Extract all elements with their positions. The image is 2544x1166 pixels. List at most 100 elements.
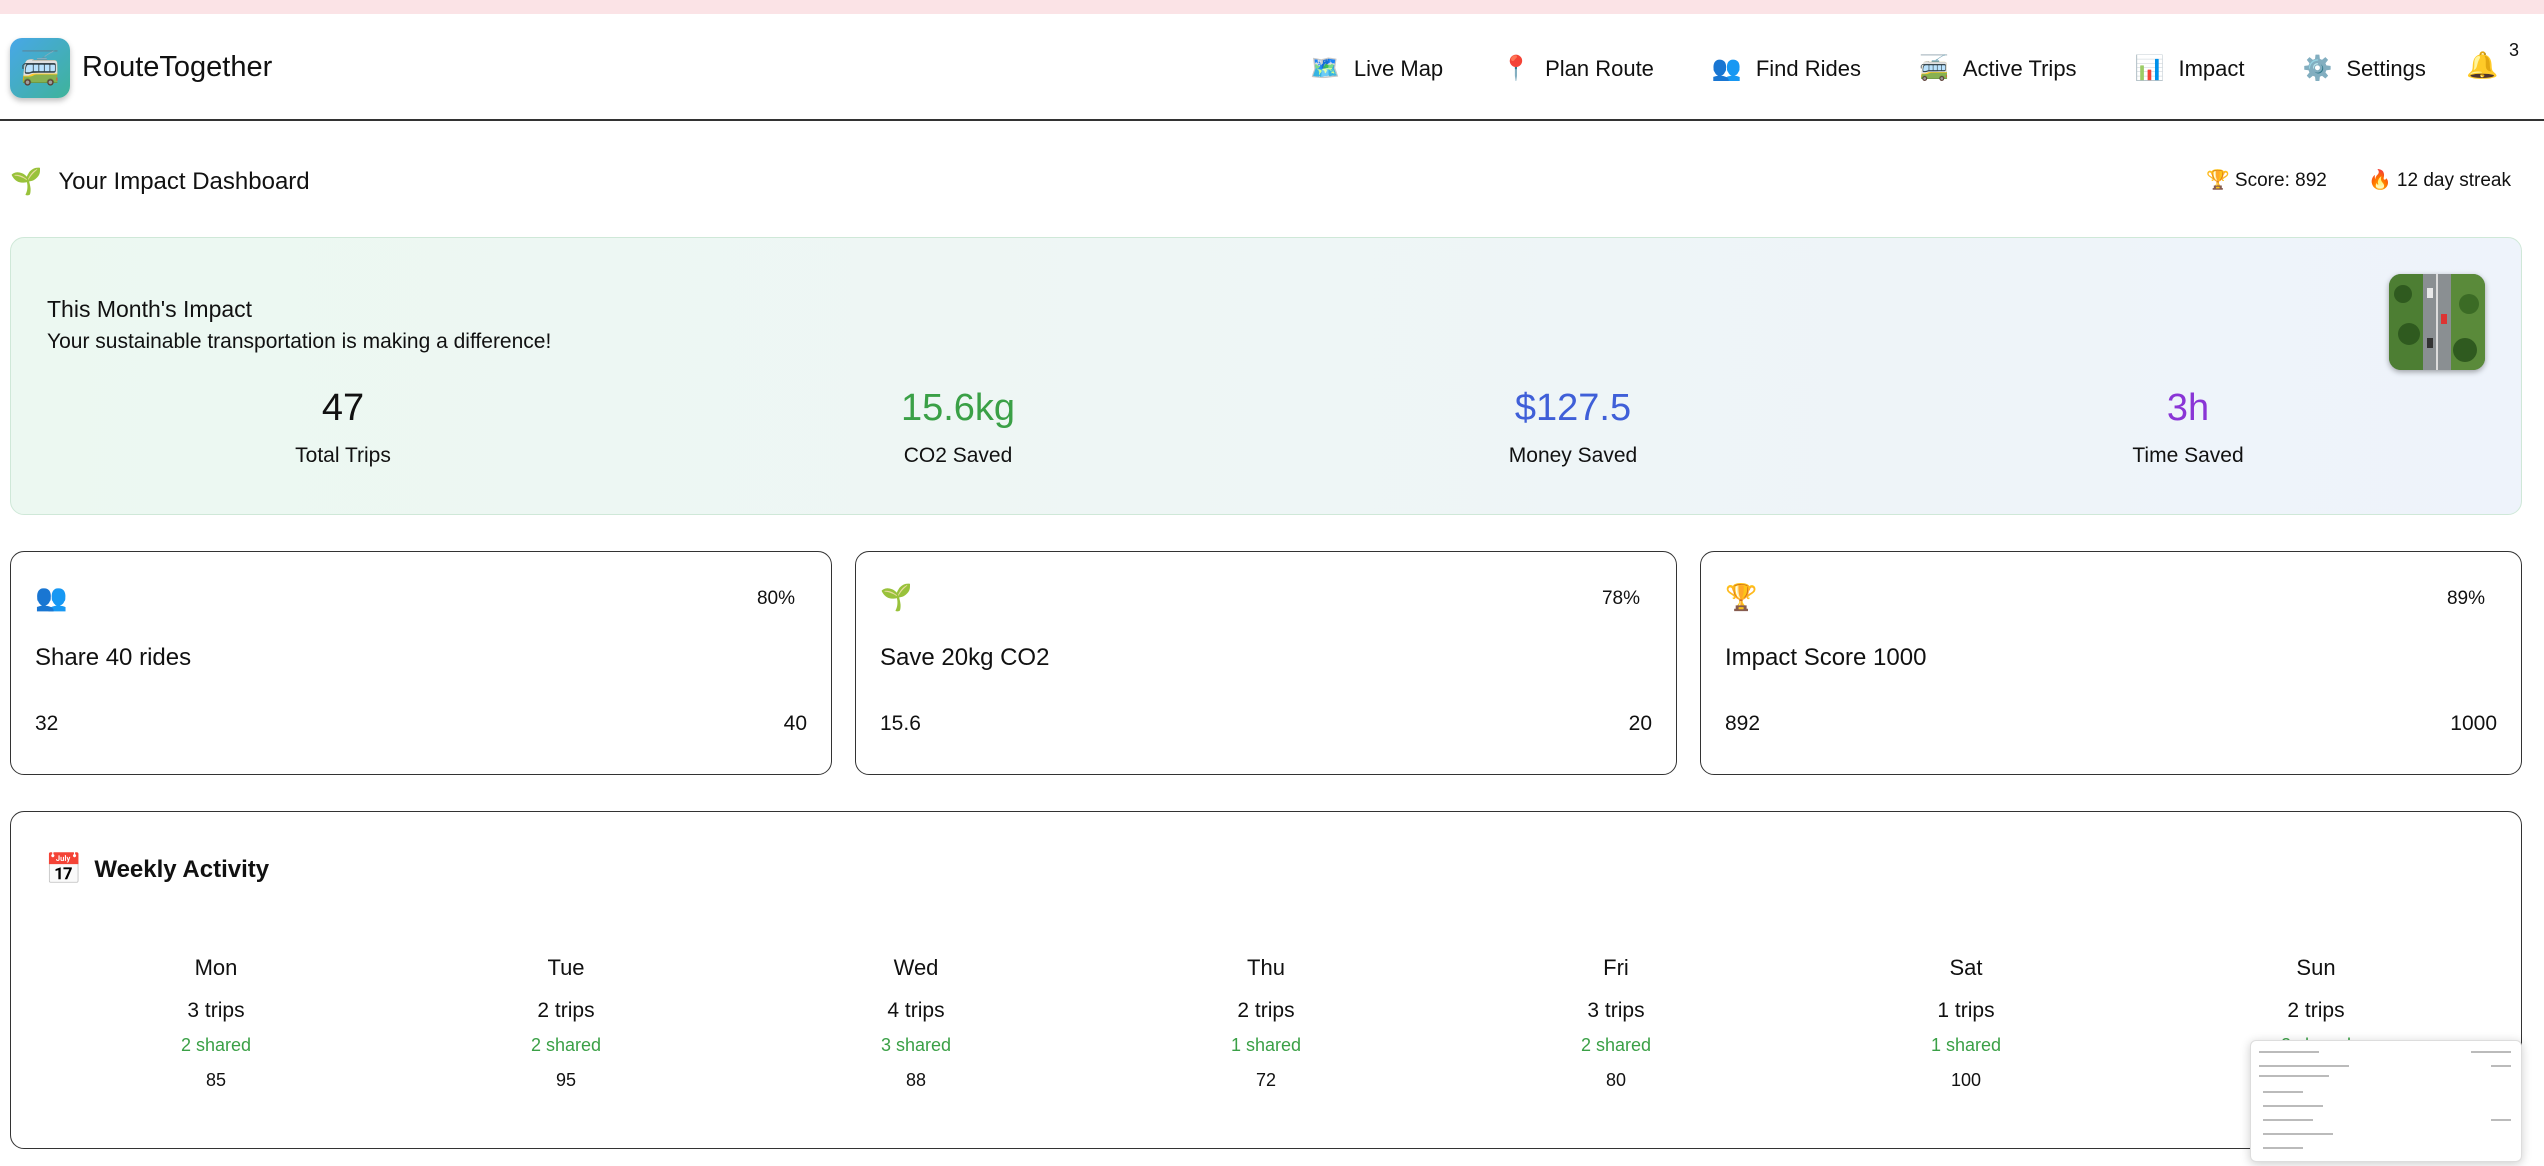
day-shared: 1 shared [1230,1035,1302,1055]
bus-icon: 🚎 [20,50,60,86]
stat-value: $127.5 [1514,387,1632,429]
goal-percent: 80% [756,588,795,609]
stat-label: CO2 Saved [903,443,1013,467]
nav-settings[interactable]: ⚙️ Settings [2302,54,2425,83]
nav-label: Find Rides [1755,55,1861,81]
stat-value: 3h [2166,387,2210,429]
goal-card-share-rides[interactable]: 👥 80% Share 40 rides 32 40 [10,551,832,775]
goal-target: 40 [783,712,807,735]
app-logo[interactable]: 🚎 [10,38,70,98]
day-trips: 3 trips [187,999,245,1022]
day-score: 95 [555,1070,577,1090]
screenshot-preview-thumbnail[interactable] [2250,1040,2522,1162]
day-column-tue: Tue 2 trips 2 shared 95 [446,955,686,1091]
stat-label: Money Saved [1508,443,1638,467]
weekly-activity-title: 📅 Weekly Activity [45,852,269,887]
stat-label: Time Saved [2132,443,2244,467]
goal-percent: 78% [1601,588,1640,609]
day-trips: 2 trips [537,999,595,1022]
day-column-fri: Fri 3 trips 2 shared 80 [1496,955,1736,1091]
stat-time-saved: 3h Time Saved [2038,387,2338,468]
goal-target: 1000 [2450,712,2497,735]
stat-total-trips: 47 Total Trips [193,387,493,468]
stat-value: 15.6kg [900,387,1016,429]
nav-label: Settings [2346,55,2426,81]
day-column-mon: Mon 3 trips 2 shared 85 [96,955,336,1091]
nav-impact[interactable]: 📊 Impact [2135,54,2245,83]
weekly-title-text: Weekly Activity [94,855,270,883]
nav-label: Plan Route [1545,55,1654,81]
goal-target: 20 [1628,712,1652,735]
goal-current: 32 [35,712,59,735]
nav-active-trips[interactable]: 🚎 Active Trips [1919,54,2077,83]
nav-label: Live Map [1353,55,1444,81]
day-column-sat: Sat 1 trips 1 shared 100 [1846,955,2086,1091]
streak-badge: 🔥 12 day streak [2368,170,2512,191]
app-title[interactable]: RouteTogether [82,51,273,83]
day-shared: 3 shared [880,1035,952,1055]
seedling-icon: 🌱 [880,582,913,612]
day-column-thu: Thu 2 trips 1 shared 72 [1146,955,1386,1091]
goal-title: Share 40 rides [35,644,192,671]
day-shared: 1 shared [1930,1035,2002,1055]
impact-road-image [2389,274,2485,370]
day-score: 100 [1950,1070,1982,1090]
goal-card-save-co2[interactable]: 🌱 78% Save 20kg CO2 15.6 20 [855,551,1677,775]
goal-current: 15.6 [880,712,921,735]
page-title: 🌱 Your Impact Dashboard [10,166,310,197]
score-badge: 🏆 Score: 892 [2206,170,2327,191]
day-trips: 3 trips [1587,999,1645,1022]
bus-icon: 🚎 [1918,55,1949,82]
page-title-text: Your Impact Dashboard [58,167,310,195]
app-header: 🚎 RouteTogether 🗺️ Live Map 📍 Plan Route 👥… [0,14,2544,121]
people-icon: 👥 [1711,55,1742,82]
day-column-wed: Wed 4 trips 3 shared 88 [796,955,1036,1091]
day-trips: 4 trips [887,999,945,1022]
stat-label: Total Trips [295,443,391,467]
pin-icon: 📍 [1501,55,1532,82]
top-banner-strip [0,0,2544,15]
day-name: Thu [1247,955,1285,980]
notifications-bell-icon[interactable]: 🔔 [2466,50,2499,80]
day-score: 85 [205,1070,227,1090]
nav-label: Active Trips [1962,55,2077,81]
nav-find-rides[interactable]: 👥 Find Rides [1712,54,1861,83]
goal-card-impact-score[interactable]: 🏆 89% Impact Score 1000 892 1000 [1700,551,2522,775]
day-name: Mon [194,955,238,980]
nav-live-map[interactable]: 🗺️ Live Map [1310,54,1443,83]
main-nav: 🗺️ Live Map 📍 Plan Route 👥 Find Rides 🚎 Acti… [1310,54,2484,83]
day-shared: 2 shared [1580,1035,1652,1055]
day-shared: 2 shared [180,1035,252,1055]
goal-title: Save 20kg CO2 [880,644,1050,671]
day-name: Fri [1603,955,1629,980]
stat-value: 47 [321,387,365,429]
nav-plan-route[interactable]: 📍 Plan Route [1501,54,1654,83]
impact-title: This Month's Impact [47,296,253,322]
stat-money-saved: $127.5 Money Saved [1423,387,1723,468]
weekly-activity-card: 📅 Weekly Activity Mon 3 trips 2 shared 8… [10,811,2522,1149]
goal-current: 892 [1725,712,1761,735]
day-name: Wed [893,955,939,980]
day-score: 72 [1255,1070,1277,1090]
nav-label: Impact [2178,55,2245,81]
day-trips: 2 trips [2287,999,2345,1022]
trophy-icon: 🏆 [1725,582,1758,612]
gear-icon: ⚙️ [2302,55,2333,82]
goal-title: Impact Score 1000 [1725,644,1927,671]
stat-co2-saved: 15.6kg CO2 Saved [808,387,1108,468]
day-trips: 2 trips [1237,999,1295,1022]
calendar-icon: 📅 [45,853,83,886]
day-name: Tue [547,955,585,980]
day-shared: 2 shared [530,1035,602,1055]
monthly-impact-card: This Month's Impact Your sustainable tra… [10,237,2522,515]
people-icon: 👥 [35,582,68,612]
day-score: 88 [905,1070,927,1090]
impact-subtitle: Your sustainable transportation is makin… [47,330,552,353]
notification-count: 3 [2509,40,2520,60]
seedling-icon: 🌱 [10,166,43,196]
day-trips: 1 trips [1937,999,1995,1022]
day-name: Sat [1949,955,1983,980]
day-score: 80 [1605,1070,1627,1090]
map-icon: 🗺️ [1310,55,1340,82]
day-name: Sun [2296,955,2336,980]
